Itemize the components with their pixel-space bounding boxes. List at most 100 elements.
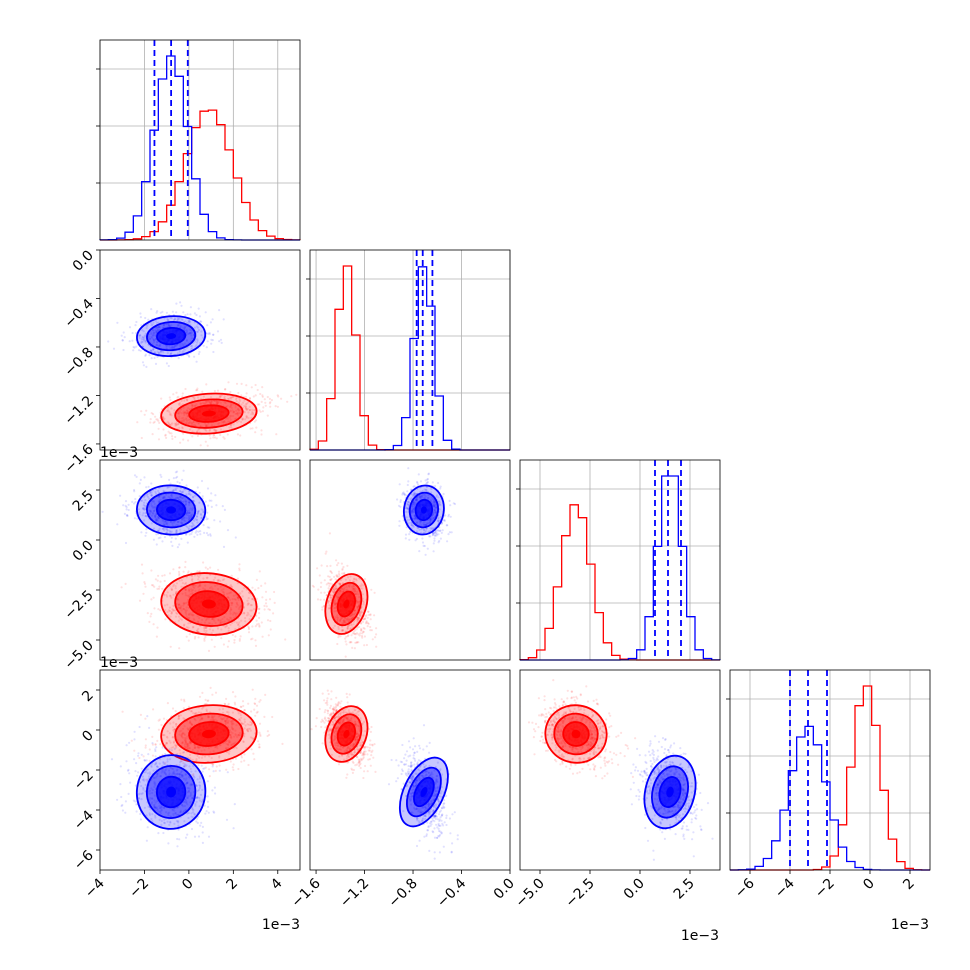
blue-sample-point [438, 539, 441, 543]
red-sample-point [352, 623, 355, 626]
red-sample-point [238, 625, 241, 628]
blue-sample-point [437, 481, 440, 485]
red-sample-point [185, 409, 188, 412]
blue-sample-point [433, 505, 437, 508]
blue-sample-point [187, 319, 190, 322]
red-sample-point [190, 723, 193, 726]
blue-sample-point [126, 514, 129, 518]
blue-sample-point [172, 345, 175, 348]
blue-sample-point [143, 496, 146, 499]
red-sample-point [171, 736, 175, 739]
red-sample-point [206, 576, 209, 579]
red-sample-point [244, 405, 248, 408]
red-sample-point [346, 564, 349, 567]
red-sample-point [183, 418, 186, 421]
red-sample-point [221, 707, 225, 711]
blue-sample-point [148, 512, 151, 515]
blue-sample-point [155, 311, 158, 314]
red-sample-point [217, 579, 220, 583]
blue-sample-point [427, 496, 430, 499]
red-sample-point [359, 609, 363, 613]
red-sample-point [196, 396, 200, 399]
red-sample-point [329, 582, 332, 585]
red-sample-point [215, 400, 218, 403]
blue-sample-point [175, 528, 178, 532]
blue-sample-point [154, 515, 157, 519]
blue-sample-point [138, 334, 141, 337]
blue-sample-point [160, 475, 163, 478]
red-density-level-4 [343, 599, 350, 609]
red-sample-point [333, 589, 336, 592]
red-sample-point [197, 747, 200, 750]
red-sample-point [280, 397, 283, 400]
red-sample-point [258, 722, 262, 725]
red-sample-point [230, 744, 233, 747]
blue-sample-point [155, 340, 158, 344]
blue-sample-point [153, 502, 156, 505]
red-sample-point [170, 767, 173, 770]
red-sample-point [201, 707, 204, 710]
blue-sample-point [185, 331, 189, 334]
red-sample-point [177, 402, 180, 405]
red-sample-point [130, 739, 133, 742]
red-sample-point [195, 712, 198, 715]
red-sample-point [250, 609, 253, 612]
red-sample-point [353, 609, 356, 612]
blue-sample-point [414, 517, 417, 521]
red-sample-point [204, 423, 207, 426]
red-sample-point [346, 625, 350, 628]
red-sample-point [225, 768, 228, 771]
blue-sample-point [156, 327, 159, 330]
red-sample-point [181, 392, 184, 395]
red-sample-point [355, 579, 358, 582]
red-sample-point [162, 733, 165, 737]
blue-sample-point [145, 531, 148, 534]
red-sample-point [362, 601, 365, 604]
red-sample-point [178, 606, 181, 609]
blue-sample-point [183, 326, 186, 329]
red-sample-point [319, 585, 322, 589]
red-sample-point [258, 731, 261, 734]
red-sample-point [216, 747, 219, 750]
blue-sample-point [196, 338, 199, 341]
blue-sample-point [176, 496, 179, 499]
red-sample-point [344, 589, 347, 592]
red-sample-point [266, 414, 269, 417]
red-sample-point [149, 418, 152, 421]
red-sample-point [187, 626, 190, 629]
red-sample-point [250, 638, 253, 641]
blue-sample-point [141, 336, 144, 339]
blue-sample-point [178, 489, 182, 493]
red-sample-point [371, 638, 374, 641]
blue-sample-point [176, 318, 179, 321]
red-sample-point [153, 607, 156, 610]
red-sample-point [224, 747, 228, 750]
blue-sample-point [189, 313, 192, 316]
blue-sample-point [425, 489, 428, 492]
blue-sample-point [155, 329, 158, 332]
red-sample-point [333, 588, 336, 591]
red-sample-point [358, 600, 361, 604]
red-sample-point [219, 401, 222, 404]
red-sample-point [250, 748, 253, 751]
red-sample-point [189, 593, 192, 596]
red-sample-point [252, 409, 256, 412]
blue-sample-point [197, 352, 200, 356]
red-sample-point [179, 607, 182, 610]
red-sample-point [156, 626, 159, 629]
red-sample-point [175, 424, 178, 427]
red-sample-point [190, 588, 193, 591]
red-sample-point [348, 624, 351, 627]
blue-sample-point [408, 538, 411, 541]
red-sample-point [180, 734, 183, 737]
blue-sample-point [442, 519, 445, 522]
red-sample-point [229, 414, 232, 417]
red-sample-point [220, 394, 223, 397]
red-sample-point [220, 628, 223, 631]
red-sample-point [358, 625, 361, 629]
red-sample-point [370, 588, 373, 591]
red-sample-point [192, 617, 195, 621]
red-sample-point [178, 403, 181, 406]
blue-sample-point [181, 497, 184, 500]
red-sample-point [361, 587, 364, 590]
